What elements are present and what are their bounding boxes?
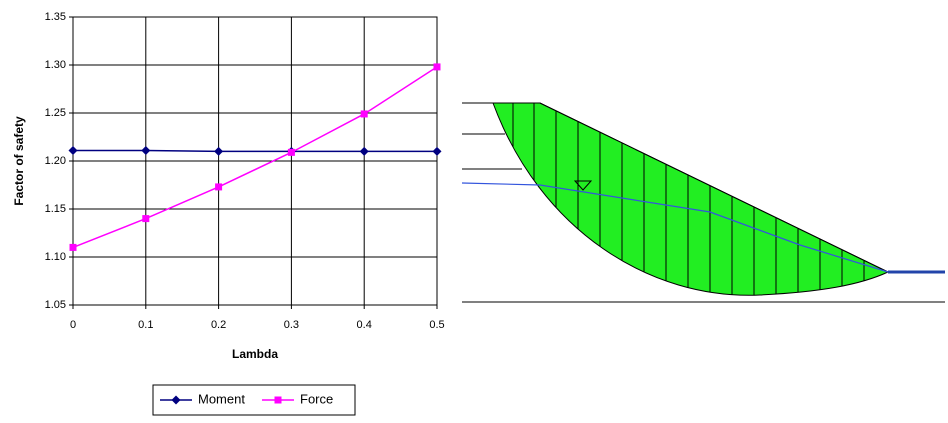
x-tick-label: 0.5 [429, 319, 444, 331]
x-tick-label: 0.2 [211, 319, 226, 331]
marker [361, 110, 368, 117]
y-tick-label: 1.05 [45, 299, 66, 311]
y-tick-label: 1.20 [45, 155, 66, 167]
x-tick-label: 0.4 [357, 319, 372, 331]
marker [70, 244, 77, 251]
slope-diagram [462, 100, 945, 302]
marker [275, 397, 282, 404]
marker [142, 215, 149, 222]
x-tick-label: 0 [70, 319, 76, 331]
legend-label: Force [300, 391, 333, 406]
y-tick-label: 1.15 [45, 203, 66, 215]
sliding-mass [493, 103, 888, 295]
y-tick-label: 1.35 [45, 11, 66, 23]
x-tick-label: 0.1 [138, 319, 153, 331]
legend-label: Moment [198, 391, 245, 406]
marker [434, 63, 441, 70]
y-axis-title: Factor of safety [12, 116, 26, 206]
y-tick-label: 1.25 [45, 107, 66, 119]
y-tick-label: 1.10 [45, 251, 66, 263]
page: Lambda Factor of safety 1.051.101.151.2 [0, 0, 948, 423]
x-axis-title: Lambda [232, 347, 278, 361]
marker [288, 149, 295, 156]
y-tick-label: 1.30 [45, 59, 66, 71]
marker [215, 183, 222, 190]
x-tick-label: 0.3 [284, 319, 299, 331]
